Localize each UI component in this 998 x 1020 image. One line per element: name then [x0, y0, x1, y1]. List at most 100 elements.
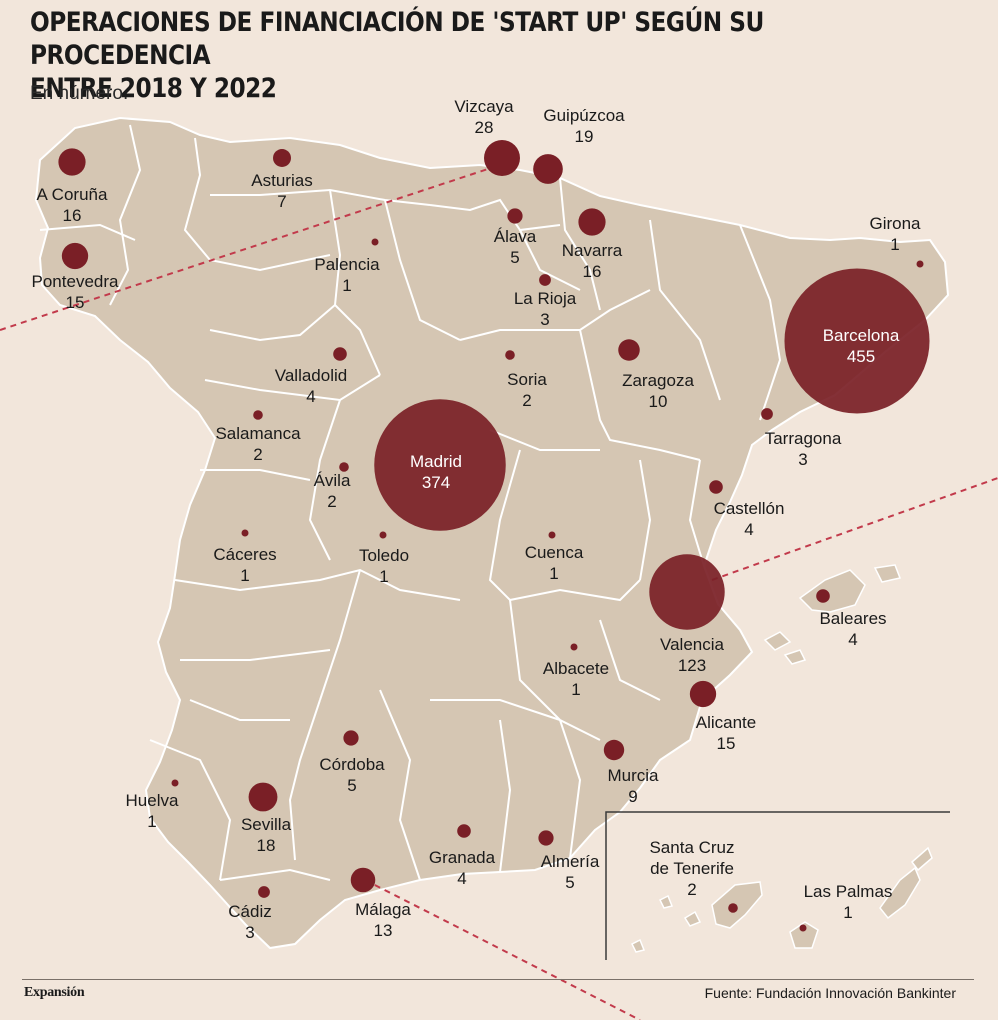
label-almeria: Almería 5 — [541, 852, 600, 892]
bubble-a-coruna — [58, 148, 86, 176]
value-las-palmas: 1 — [843, 903, 852, 922]
label-salamanca: Salamanca 2 — [215, 424, 301, 464]
bubble-murcia — [603, 739, 625, 761]
bubble-vizcaya — [484, 140, 520, 176]
bubble-granada — [457, 824, 471, 838]
bubble-soria — [505, 350, 515, 360]
label-cordoba: Córdoba 5 — [319, 755, 385, 795]
label-huelva: Huelva 1 — [126, 791, 179, 831]
value-valencia: 123 — [678, 656, 706, 675]
value-malaga: 13 — [374, 921, 393, 940]
value-la-rioja: 3 — [540, 310, 549, 329]
label-barcelona: Barcelona 455 — [823, 326, 900, 366]
label-malaga: Málaga 13 — [355, 900, 411, 940]
value-valladolid: 4 — [306, 387, 315, 406]
bubble-salamanca — [253, 410, 263, 420]
value-baleares: 4 — [848, 630, 857, 649]
value-palencia: 1 — [342, 276, 351, 295]
label-la-rioja: La Rioja 3 — [514, 289, 577, 329]
value-zaragoza: 10 — [649, 392, 668, 411]
value-cordoba: 5 — [347, 776, 356, 795]
bubble-toledo — [379, 531, 387, 539]
bubble-la-rioja — [539, 274, 551, 286]
label-pontevedra: Pontevedra 15 — [32, 272, 119, 312]
label-caceres: Cáceres 1 — [213, 545, 276, 585]
footer-divider — [22, 979, 974, 980]
label-sevilla: Sevilla 18 — [241, 815, 292, 855]
bubble-malaga — [350, 867, 376, 893]
label-soria: Soria 2 — [507, 370, 547, 410]
value-salamanca: 2 — [253, 445, 262, 464]
label-tarragona: Tarragona 3 — [765, 429, 842, 469]
label-baleares: Baleares 4 — [819, 609, 886, 649]
label-las-palmas: Las Palmas 1 — [804, 882, 893, 922]
value-caceres: 1 — [240, 566, 249, 585]
label-albacete: Albacete 1 — [543, 659, 609, 699]
bubble-guipuzcoa — [533, 154, 563, 184]
canarias-inset — [605, 811, 950, 960]
label-cadiz: Cádiz 3 — [228, 902, 271, 942]
bubble-huelva — [171, 779, 179, 787]
label-toledo: Toledo 1 — [359, 546, 409, 586]
value-asturias: 7 — [277, 192, 286, 211]
title-line-1: OPERACIONES DE FINANCIACIÓN DE 'START UP… — [30, 7, 764, 71]
label-alava: Álava 5 — [494, 227, 537, 267]
province-borders — [39, 124, 782, 881]
province-labels: A Coruña 16 Pontevedra 15 Asturias 7 Vizcaya 28… — [32, 97, 922, 942]
value-toledo: 1 — [379, 567, 388, 586]
subtitle: En número. — [30, 83, 129, 104]
label-castellon: Castellón 4 — [714, 499, 785, 539]
chart-title: OPERACIONES DE FINANCIACIÓN DE 'START UP… — [30, 6, 838, 105]
value-castellon: 4 — [744, 520, 753, 539]
bubbles — [58, 140, 930, 932]
bubble-barcelona — [784, 268, 930, 414]
value-sevilla: 18 — [257, 836, 276, 855]
value-santa-cruz-de-tenerife: 2 — [687, 880, 696, 899]
bubble-caceres — [241, 529, 249, 537]
value-navarra: 16 — [583, 262, 602, 281]
label-santa-cruz-de-tenerife: Santa Cruz de Tenerife 2 — [649, 838, 734, 899]
bubble-alicante — [689, 680, 717, 708]
bubble-asturias — [273, 149, 291, 167]
value-alava: 5 — [510, 248, 519, 267]
label-valladolid: Valladolid 4 — [275, 366, 347, 406]
label-palencia: Palencia 1 — [314, 255, 380, 295]
bubble-girona — [916, 260, 924, 268]
label-a-coruna: A Coruña 16 — [37, 185, 108, 225]
value-avila: 2 — [327, 492, 336, 511]
value-alicante: 15 — [717, 734, 736, 753]
bubble-valladolid — [333, 347, 347, 361]
bubble-baleares — [816, 589, 830, 603]
peninsula-land — [34, 116, 950, 950]
value-madrid: 374 — [422, 473, 450, 492]
value-girona: 1 — [890, 235, 899, 254]
value-soria: 2 — [522, 391, 531, 410]
value-pontevedra: 15 — [66, 293, 85, 312]
bubble-cordoba — [343, 730, 359, 746]
brand-logo: Expansión — [24, 985, 85, 1000]
guide-lines — [0, 164, 998, 1020]
label-madrid: Madrid 374 — [410, 452, 462, 492]
label-vizcaya: Vizcaya 28 — [454, 97, 514, 137]
bubble-avila — [339, 462, 349, 472]
bubble-sevilla — [248, 782, 278, 812]
bubble-valencia — [649, 554, 725, 630]
bubble-alava — [507, 208, 523, 224]
bubble-cadiz — [258, 886, 270, 898]
value-a-coruna: 16 — [63, 206, 82, 225]
value-cadiz: 3 — [245, 923, 254, 942]
label-guipuzcoa: Guipúzcoa 19 — [543, 106, 625, 146]
value-murcia: 9 — [628, 787, 637, 806]
bubble-pontevedra — [61, 242, 89, 270]
baleares-islands — [763, 564, 902, 665]
bubble-zaragoza — [618, 339, 640, 361]
bubble-santa-cruz-de-tenerife — [728, 903, 738, 913]
label-cuenca: Cuenca 1 — [525, 543, 584, 583]
label-zaragoza: Zaragoza 10 — [622, 371, 694, 411]
value-granada: 4 — [457, 869, 466, 888]
bubble-albacete — [570, 643, 578, 651]
bubble-las-palmas — [799, 924, 807, 932]
bubble-castellon — [709, 480, 723, 494]
value-guipuzcoa: 19 — [575, 127, 594, 146]
